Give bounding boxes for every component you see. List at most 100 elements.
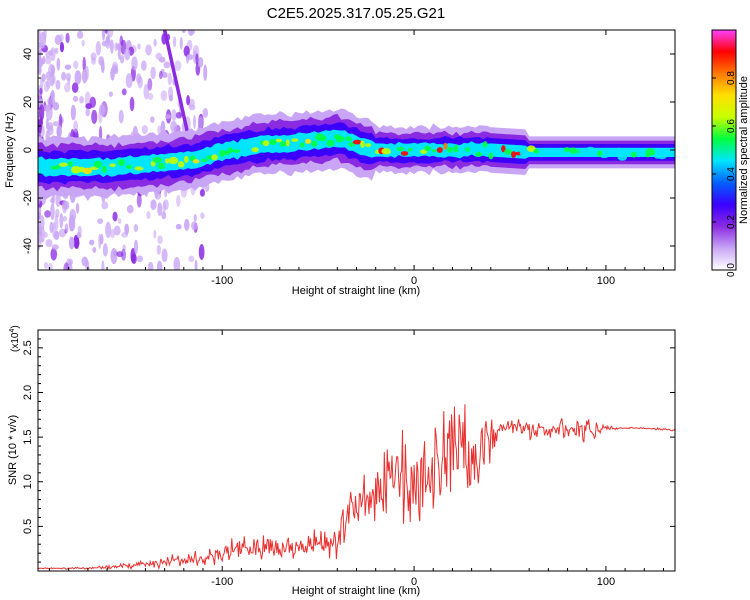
noise-speckle: [161, 72, 168, 79]
noise-speckle: [113, 66, 119, 75]
noise-speckle: [112, 211, 118, 222]
ridge-blob: [177, 161, 185, 168]
snr-y-axis-label: SNR (10 * v/v): [7, 415, 19, 485]
noise-speckle: [55, 208, 60, 218]
noise-speckle: [43, 104, 51, 112]
ridge-blob: [299, 142, 305, 148]
noise-speckle: [164, 113, 171, 119]
noise-speckle: [202, 108, 209, 118]
ridge-blob: [501, 145, 506, 153]
ridge-blob: [470, 149, 477, 155]
noise-speckle: [163, 199, 169, 211]
noise-speckle: [56, 57, 61, 71]
ridge-blob: [150, 160, 156, 167]
noise-speckle: [163, 61, 171, 69]
noise-speckle: [136, 193, 142, 208]
noise-speckle: [63, 262, 70, 270]
noise-speckle: [40, 226, 45, 243]
ridge-blob: [269, 139, 278, 146]
noise-speckle: [40, 58, 44, 66]
ridge-blob: [615, 147, 623, 154]
noise-speckle: [52, 101, 60, 111]
noise-speckle: [49, 221, 54, 234]
noise-speckle: [199, 188, 205, 197]
noise-speckle: [129, 96, 135, 112]
ridge-blob: [165, 158, 170, 164]
noise-speckle: [156, 244, 162, 255]
noise-speckle: [70, 104, 76, 121]
noise-speckle: [77, 225, 82, 235]
noise-speckle: [117, 218, 122, 224]
ridge-blob: [345, 136, 353, 142]
noise-speckle: [82, 56, 86, 73]
ridge-blob: [537, 152, 546, 158]
noise-speckle: [153, 38, 157, 47]
ridge-blob: [326, 139, 335, 147]
noise-speckle: [52, 121, 60, 127]
noise-speckle: [109, 228, 115, 239]
noise-speckle: [39, 215, 45, 231]
ridge-blob: [335, 135, 345, 143]
noise-speckle: [136, 73, 142, 84]
noise-speckle: [59, 41, 65, 53]
noise-speckle: [105, 221, 112, 239]
noise-speckle: [101, 40, 108, 47]
x-tick-label: 100: [597, 275, 615, 287]
snr-scale-suffix: ): [10, 325, 21, 328]
ridge-blob: [58, 162, 68, 167]
ridge-blob: [413, 145, 423, 150]
noise-speckle: [186, 53, 194, 61]
ridge-blob: [563, 147, 570, 153]
snr-background: [38, 330, 675, 571]
noise-speckle: [99, 233, 104, 245]
noise-speckle: [47, 122, 54, 132]
snr-scale-prefix: (x10: [10, 332, 21, 352]
ridge-blob: [93, 160, 102, 168]
colorbar-tick-label: 0.8: [726, 71, 737, 85]
noise-speckle: [41, 73, 46, 83]
noise-speckle: [73, 120, 79, 133]
snr-scale-exponent: 4: [9, 329, 16, 333]
noise-speckle: [198, 116, 204, 129]
noise-speckle: [85, 103, 93, 110]
snr-x-axis-label: Height of straight line (km): [292, 585, 420, 597]
noise-speckle: [113, 225, 121, 236]
noise-speckle: [84, 65, 89, 81]
noise-speckle: [85, 108, 90, 117]
noise-speckle: [121, 248, 127, 261]
noise-speckle: [175, 223, 182, 230]
ridge-blob: [112, 166, 121, 173]
snr-y-tick-labels: 0.5 1.0 1.5 2.0 2.5: [22, 340, 34, 534]
spectrogram-panel: -100 0 100 -40 -20 0 20 40 Height of straight …: [4, 29, 676, 297]
noise-speckle: [47, 262, 53, 270]
noise-speckle: [161, 211, 167, 220]
x-tick-label: 0: [411, 576, 417, 588]
spectrogram-x-axis-label: Height of straight line (km): [292, 285, 420, 297]
colorbar-tick-label: 0.0: [726, 263, 737, 277]
noise-speckle: [150, 116, 155, 123]
noise-speckle: [183, 45, 190, 57]
ridge-blob: [251, 147, 259, 153]
noise-speckle: [58, 228, 67, 238]
noise-speckle: [101, 260, 105, 270]
noise-speckle: [188, 255, 195, 263]
colorbar-tick-label: 0.2: [726, 215, 737, 229]
noise-speckle: [193, 114, 196, 129]
ridge-blob: [246, 143, 255, 149]
ridge-blob: [134, 166, 144, 171]
ridge-blob: [493, 147, 503, 153]
noise-speckle: [160, 90, 168, 101]
noise-speckle: [125, 73, 133, 89]
noise-speckle: [158, 70, 163, 80]
ridge-blob: [657, 154, 667, 160]
noise-speckle: [173, 256, 181, 270]
noise-speckle: [140, 60, 147, 71]
ridge-blob: [519, 150, 529, 156]
noise-speckle: [150, 199, 157, 211]
snr-plot-area: [38, 404, 675, 571]
ridge-blob: [152, 157, 163, 163]
noise-speckle: [170, 120, 178, 133]
ridge-blob: [504, 148, 512, 155]
y-tick-label: 2.0: [22, 385, 34, 400]
noise-speckle: [174, 60, 182, 72]
